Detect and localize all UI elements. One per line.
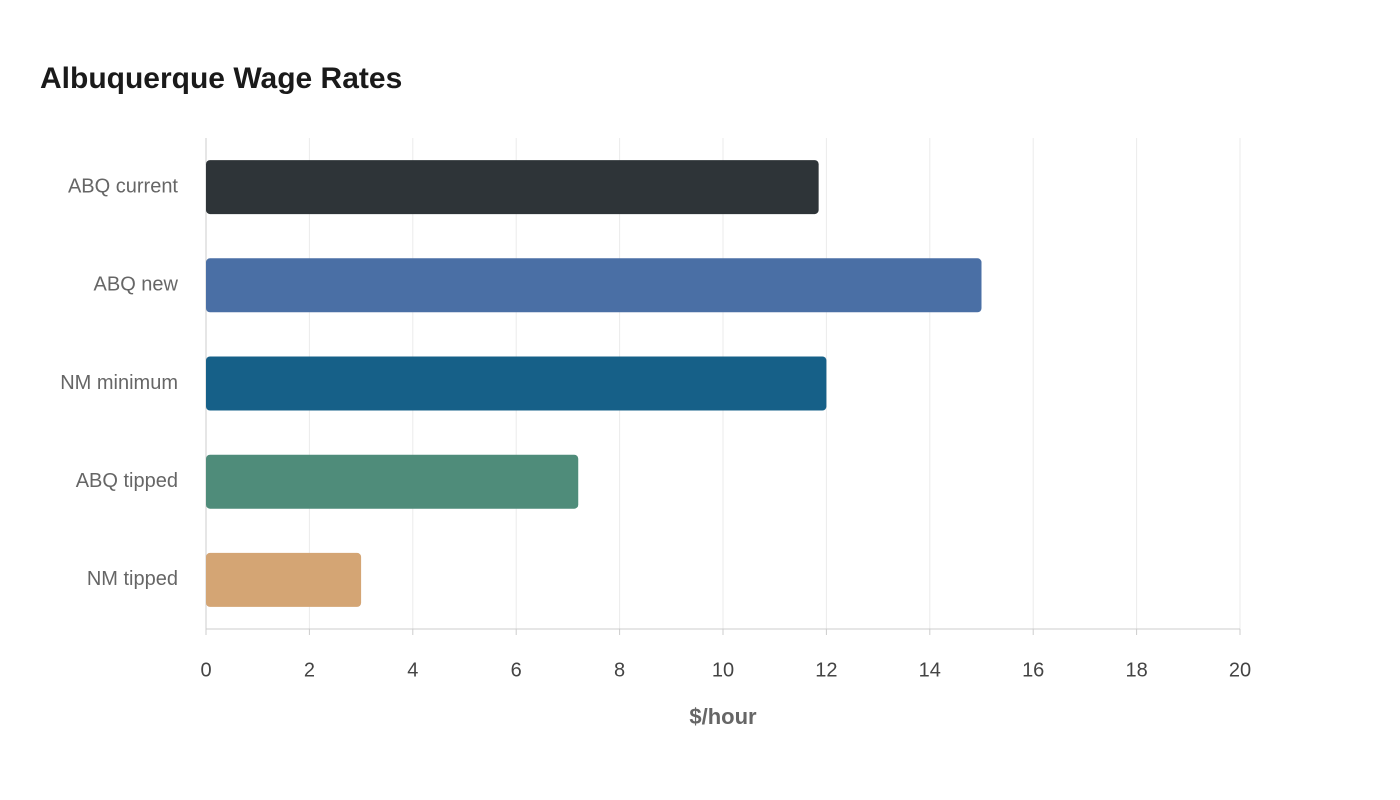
y-tick-label: NM minimum [60, 372, 178, 394]
y-tick-label: ABQ new [94, 274, 179, 296]
x-tick-label: 10 [712, 659, 734, 681]
x-tick-label: 12 [815, 659, 837, 681]
x-tick-label: 4 [407, 659, 418, 681]
chart-title: Albuquerque Wage Rates [40, 62, 402, 95]
x-tick-label: 6 [511, 659, 522, 681]
x-tick-label: 14 [919, 659, 941, 681]
y-tick-label: NM tipped [87, 568, 178, 590]
x-tick-label: 18 [1125, 659, 1147, 681]
x-tick-label: 20 [1229, 659, 1251, 681]
bar [206, 258, 982, 313]
y-tick-label: ABQ current [68, 175, 178, 197]
x-tick-label: 2 [304, 659, 315, 681]
bar [206, 552, 362, 607]
bar [206, 356, 827, 411]
bar [206, 454, 579, 509]
x-tick-label: 0 [200, 659, 211, 681]
bar [206, 160, 819, 215]
x-tick-label: 8 [614, 659, 625, 681]
x-tick-label: 16 [1022, 659, 1044, 681]
x-axis-label: $/hour [689, 704, 757, 729]
y-tick-label: ABQ tipped [76, 470, 178, 492]
